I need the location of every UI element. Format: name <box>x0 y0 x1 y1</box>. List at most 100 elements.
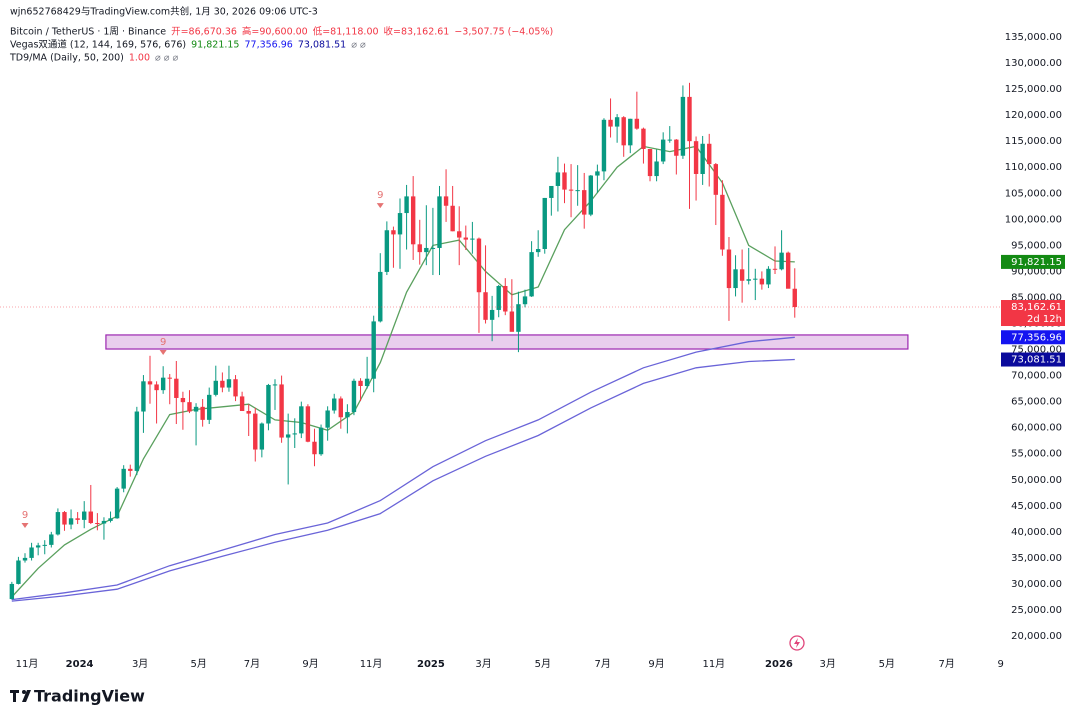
candle-body <box>476 238 482 293</box>
candle-body <box>82 511 87 520</box>
indicator-value: 1.00 <box>129 53 150 64</box>
x-tick-label: 5月 <box>535 658 551 670</box>
candle-body <box>141 381 146 412</box>
candle-body <box>325 410 330 428</box>
candle-body <box>318 427 324 455</box>
candle-body <box>483 292 488 320</box>
line-value-box <box>1001 254 1065 269</box>
y-tick-label: 75,000.00 <box>1011 345 1062 356</box>
candle-body <box>700 143 705 174</box>
candle-body <box>121 468 126 489</box>
line-value-label: 73,081.51 <box>1011 355 1062 366</box>
candle-body <box>470 238 475 240</box>
candle-body <box>509 311 515 332</box>
candle-body <box>759 278 765 285</box>
candle-body <box>582 190 587 215</box>
candle-body <box>108 518 113 521</box>
candle-body <box>246 411 251 414</box>
candle-body <box>779 252 784 270</box>
candle-body <box>792 288 797 308</box>
x-tick-label: 3月 <box>475 658 491 670</box>
candle-body <box>299 406 304 434</box>
candle-body <box>193 406 199 412</box>
candle-body <box>147 381 153 385</box>
candle-body <box>371 321 376 379</box>
candle-body <box>496 285 501 310</box>
td9-label: 9 <box>160 337 166 348</box>
candle-body <box>555 172 561 186</box>
indicator-line <box>11 358 795 602</box>
candle-body <box>220 380 225 388</box>
x-tick-label: 11月 <box>16 658 39 670</box>
candle-body <box>634 118 640 129</box>
candle-body <box>608 119 613 127</box>
candle-body <box>424 247 429 253</box>
candle-body <box>75 518 80 520</box>
candle-body <box>647 148 653 177</box>
candle-body <box>49 534 54 545</box>
candle-body <box>266 384 271 424</box>
candle-body <box>292 433 297 435</box>
x-tick-label: 2024 <box>66 659 94 670</box>
candle-body <box>641 128 646 149</box>
candle-body <box>22 557 28 561</box>
indicator-name: Vegas双通道 (12, 144, 169, 576, 676) <box>10 39 186 51</box>
visibility-icons: ⌀ ⌀ <box>351 40 366 51</box>
candle-body <box>733 269 738 289</box>
y-tick-label: 70,000.00 <box>1011 371 1062 382</box>
x-tick-label: 9月 <box>648 658 664 670</box>
candle-body <box>384 230 390 272</box>
candle-body <box>364 378 370 386</box>
candle-body <box>707 143 712 165</box>
candle-body <box>351 380 357 413</box>
candle-body <box>522 296 528 305</box>
y-tick-label: 65,000.00 <box>1011 397 1062 408</box>
y-tick-label: 35,000.00 <box>1011 553 1062 564</box>
candle-body <box>404 196 409 214</box>
candle-body <box>35 545 41 548</box>
candle-body <box>180 397 186 403</box>
candle-body <box>588 175 594 215</box>
candle-body <box>595 171 600 176</box>
y-tick-label: 55,000.00 <box>1011 449 1062 460</box>
y-tick-label: 90,000.00 <box>1011 266 1062 277</box>
candle-body <box>154 384 159 391</box>
indicator-value: 73,081.51 <box>298 40 346 51</box>
candle-body <box>285 434 291 438</box>
countdown-label: 2d 12h <box>1027 314 1062 325</box>
indicator-value: 77,356.96 <box>244 40 292 51</box>
candle-body <box>549 185 554 198</box>
support-zone <box>105 334 909 350</box>
indicator-name: TD9/MA (Daily, 50, 200) <box>9 53 124 64</box>
candle-body <box>207 394 212 420</box>
ohlc-label: 开=86,670.36 <box>171 27 237 38</box>
candle-body <box>753 278 758 280</box>
candle-body <box>358 380 363 386</box>
candle-body <box>463 237 469 240</box>
x-tick-label: 9 <box>997 659 1003 670</box>
y-tick-label: 115,000.00 <box>1005 136 1062 147</box>
candle-body <box>253 413 258 450</box>
x-tick-label: 3月 <box>819 658 835 670</box>
candle-body <box>187 402 192 412</box>
y-tick-label: 110,000.00 <box>1005 162 1062 173</box>
candle-body <box>667 139 672 141</box>
candle-body <box>430 247 436 249</box>
x-tick-label: 9月 <box>302 658 318 670</box>
candle-body <box>766 268 771 285</box>
candle-body <box>568 189 574 191</box>
candle-body <box>687 96 692 142</box>
visibility-icons: ⌀ ⌀ ⌀ <box>155 53 178 64</box>
y-tick-label: 120,000.00 <box>1005 110 1062 121</box>
y-tick-label: 40,000.00 <box>1011 527 1062 538</box>
x-tick-label: 2025 <box>417 659 445 670</box>
candle-body <box>437 196 442 248</box>
candle-body <box>457 231 462 238</box>
ohlc-label: 低=81,118.00 <box>313 26 379 38</box>
last-price-label: 83,162.61 <box>1011 302 1062 313</box>
candle-body <box>739 269 745 281</box>
candle-body <box>575 190 580 192</box>
candle-body <box>720 194 725 250</box>
candle-body <box>272 384 278 386</box>
candle-body <box>680 96 686 156</box>
